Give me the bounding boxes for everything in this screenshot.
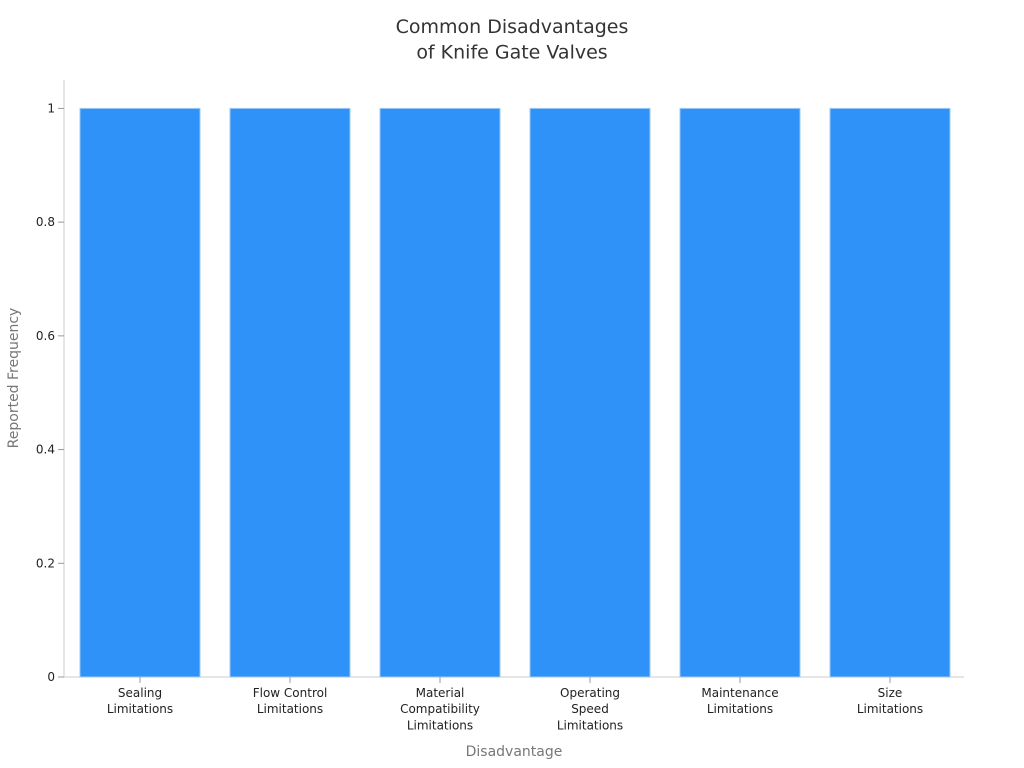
x-tick-label: Maintenance Limitations [701,686,778,716]
x-tick-label: Operating Speed Limitations [557,686,623,732]
x-tick-label: Material Compatibility Limitations [400,686,480,732]
bar [829,107,951,678]
y-tick-label: 0 [47,670,55,684]
x-tick-label: Sealing Limitations [107,686,173,716]
bar [529,107,651,678]
bar [679,107,801,678]
x-tick-label: Flow Control Limitations [253,686,328,716]
bar [79,107,201,678]
y-tick-label: 1 [47,101,55,115]
y-tick-label: 0.2 [36,556,55,570]
chart-title: Common Disadvantages of Knife Gate Valves [396,16,629,64]
x-axis-label: Disadvantage [466,744,563,760]
bar [379,107,501,678]
bar [229,107,351,678]
y-tick-label: 0.4 [36,443,55,457]
y-tick-label: 0.8 [36,215,55,229]
y-tick-label: 0.6 [36,329,55,343]
y-axis-label: Reported Frequency [6,308,22,449]
x-tick-label: Size Limitations [857,686,923,716]
